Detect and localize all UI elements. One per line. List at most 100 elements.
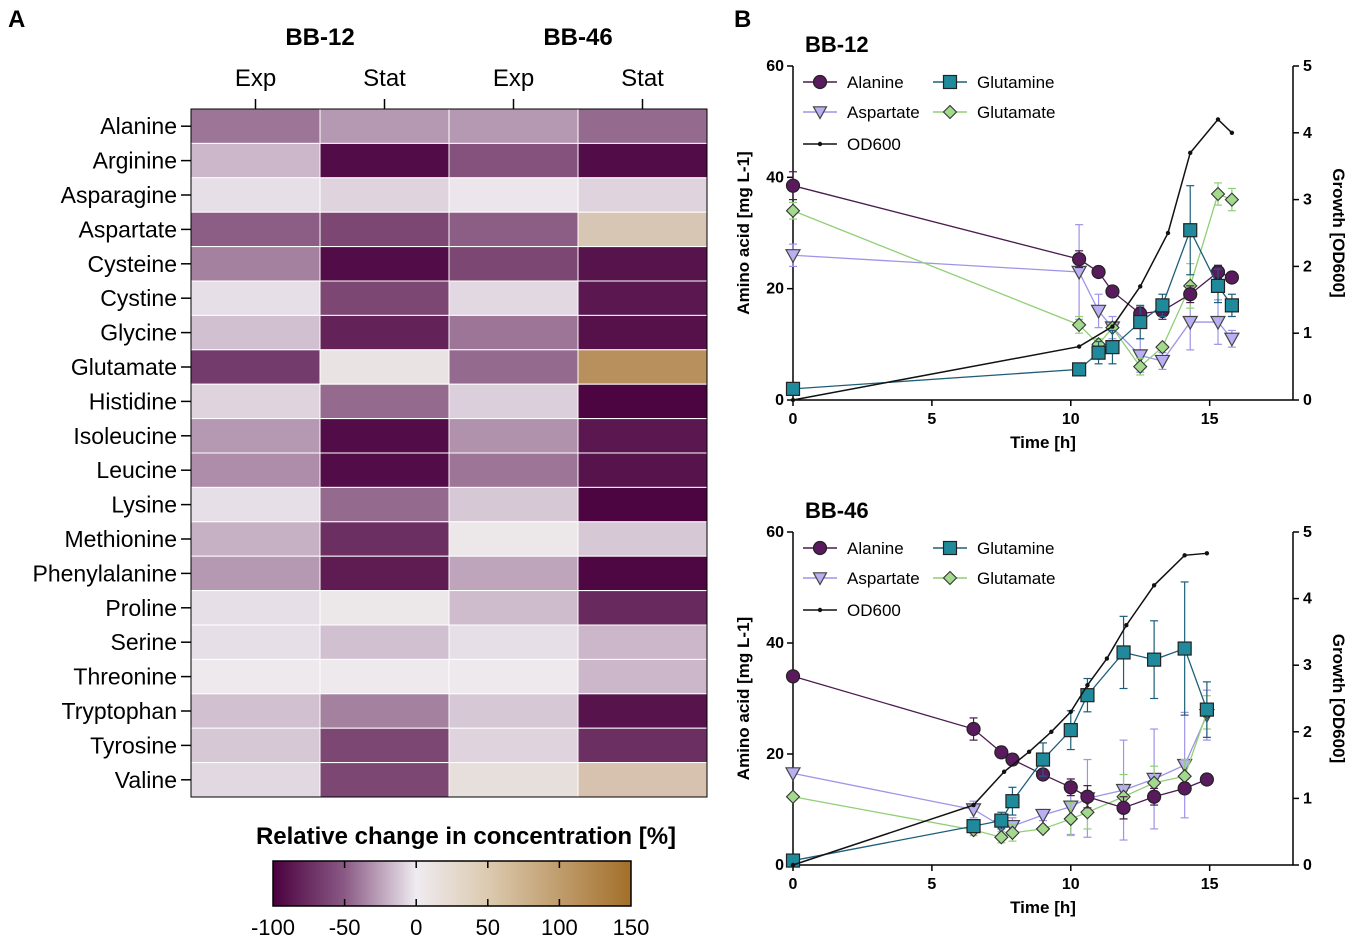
y-tick-label: 0 <box>775 857 784 874</box>
heatmap-cell <box>319 211 450 248</box>
row-label: Alanine <box>100 113 177 139</box>
data-point <box>1068 709 1073 715</box>
data-point <box>1199 702 1214 717</box>
y-tick-label: 20 <box>766 746 784 763</box>
row-label: Histidine <box>89 388 177 414</box>
heatmap-cell <box>319 142 450 179</box>
series-line <box>792 675 1208 809</box>
data-point <box>785 669 801 684</box>
series-alanine <box>785 669 1214 820</box>
row-label: Proline <box>105 595 177 621</box>
data-point <box>785 178 801 193</box>
group-label: BB-12 <box>285 24 354 51</box>
heatmap-cell <box>190 762 321 798</box>
data-point <box>1183 287 1198 302</box>
legend-marker <box>817 141 823 147</box>
x-tick-label: 10 <box>1062 876 1080 893</box>
heatmap-cell <box>319 108 450 144</box>
heatmap-cell <box>577 280 708 316</box>
data-point <box>784 249 802 264</box>
heatmap-cell <box>319 658 450 695</box>
legend-marker <box>812 572 828 586</box>
heatmap-cell <box>448 142 579 179</box>
x-tick-label: 15 <box>1201 411 1219 428</box>
data-point <box>1210 278 1226 293</box>
series-line <box>792 714 1208 827</box>
heatmap-cell <box>190 349 321 385</box>
data-point <box>1063 723 1078 738</box>
data-point <box>1138 284 1143 289</box>
colorbar: Relative change in concentration [%] -10… <box>251 823 676 940</box>
data-point <box>1147 789 1162 804</box>
heatmap-cell <box>319 727 450 764</box>
bb46-growth-chart: BB-46 0 5 10 15 0 20 40 60 0 1 2 3 4 5 Time [h] Amino ac… <box>734 498 1348 917</box>
legend: Alanine Glutamine Aspartate Glutamate OD600 <box>803 73 1055 154</box>
heatmap-cell <box>577 590 708 626</box>
row-label: Threonine <box>73 664 177 690</box>
data-point <box>1034 808 1052 824</box>
data-point <box>1091 345 1106 360</box>
row-label: Aspartate <box>79 216 177 242</box>
data-point <box>1182 553 1187 558</box>
y2-tick-label: 3 <box>1303 657 1312 674</box>
y2-tick-label: 4 <box>1303 591 1312 608</box>
heatmap-cell <box>577 555 708 592</box>
heatmap-cell <box>448 693 579 729</box>
heatmap-cell <box>319 693 450 729</box>
y-tick-label: 40 <box>766 169 784 186</box>
heatmap-cell <box>577 658 708 695</box>
heatmap-cell <box>448 727 579 764</box>
heatmap-cell <box>577 624 708 660</box>
heatmap: Alanine Arginine Asparagine Aspartate Cystei… <box>32 24 708 798</box>
heatmap-cell <box>319 349 450 385</box>
column-label: Exp <box>493 65 534 92</box>
heatmap-cell <box>190 246 321 282</box>
heatmap-cell <box>319 246 450 282</box>
heatmap-cell <box>319 590 450 626</box>
panel-b-label: B <box>734 6 751 33</box>
legend-marker <box>942 570 958 586</box>
heatmap-cell <box>190 590 321 626</box>
data-point <box>1124 623 1129 628</box>
x-axis-label: Time [h] <box>1010 898 1076 917</box>
data-point <box>1177 641 1192 656</box>
heatmap-cell <box>319 177 450 213</box>
column-label: Stat <box>363 65 406 92</box>
heatmap-cell <box>190 521 321 557</box>
legend-label: OD600 <box>847 601 901 620</box>
row-label: Serine <box>111 629 177 655</box>
data-point <box>785 381 801 396</box>
row-label: Lysine <box>111 492 177 518</box>
row-label: Valine <box>115 767 177 793</box>
heatmap-cell <box>577 486 708 523</box>
heatmap-cell <box>190 624 321 660</box>
legend-marker <box>942 74 958 90</box>
data-point <box>1215 117 1221 122</box>
data-point <box>1035 821 1051 837</box>
data-point <box>1155 298 1170 313</box>
legend-label: Glutamine <box>977 539 1054 558</box>
data-point <box>1188 150 1193 156</box>
heatmap-cell <box>577 383 708 420</box>
heatmap-cell <box>190 142 321 179</box>
heatmap-cell <box>577 142 708 179</box>
y2-axis-label: Growth [OD600] <box>1329 634 1348 763</box>
heatmap-cell <box>577 762 708 798</box>
heatmap-cell <box>448 211 579 248</box>
y2-tick-label: 2 <box>1303 258 1312 275</box>
row-label: Cystine <box>100 285 177 311</box>
y-tick-label: 0 <box>775 392 784 409</box>
legend: Alanine Glutamine Aspartate Glutamate OD600 <box>803 539 1055 620</box>
data-point <box>1177 768 1192 784</box>
data-point <box>1224 270 1239 285</box>
y2-axis-label: Growth [OD600] <box>1329 168 1348 297</box>
series-line <box>792 118 1233 401</box>
data-point <box>1063 780 1078 795</box>
data-point <box>1182 315 1199 331</box>
row-label: Leucine <box>96 457 177 483</box>
heatmap-cell <box>190 211 321 248</box>
data-point <box>1155 339 1170 355</box>
heatmap-cell <box>448 555 579 592</box>
heatmap-cell <box>190 314 321 351</box>
